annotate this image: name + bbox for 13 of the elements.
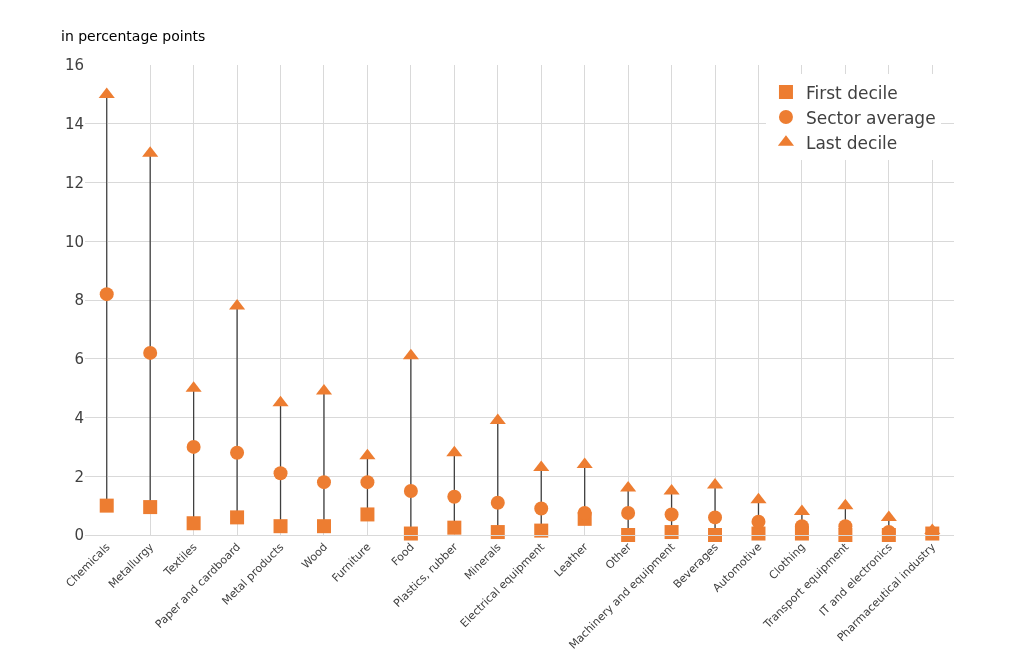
y-tick-label: 4 xyxy=(74,408,84,427)
legend-label: Sector average xyxy=(805,107,936,128)
y-tick-label: 0 xyxy=(74,526,84,545)
y-tick-label: 2 xyxy=(74,467,84,486)
y-tick-label: 8 xyxy=(74,291,84,310)
y-axis-title: in percentage points xyxy=(61,28,206,44)
y-tick-label: 12 xyxy=(64,173,84,192)
legend-label: Last decile xyxy=(805,132,898,153)
legend-label: First decile xyxy=(805,82,898,103)
y-tick-label: 10 xyxy=(64,232,84,251)
y-tick-label: 16 xyxy=(64,56,84,75)
y-tick-label: 6 xyxy=(74,350,84,368)
y-tick-label: 14 xyxy=(64,115,84,133)
